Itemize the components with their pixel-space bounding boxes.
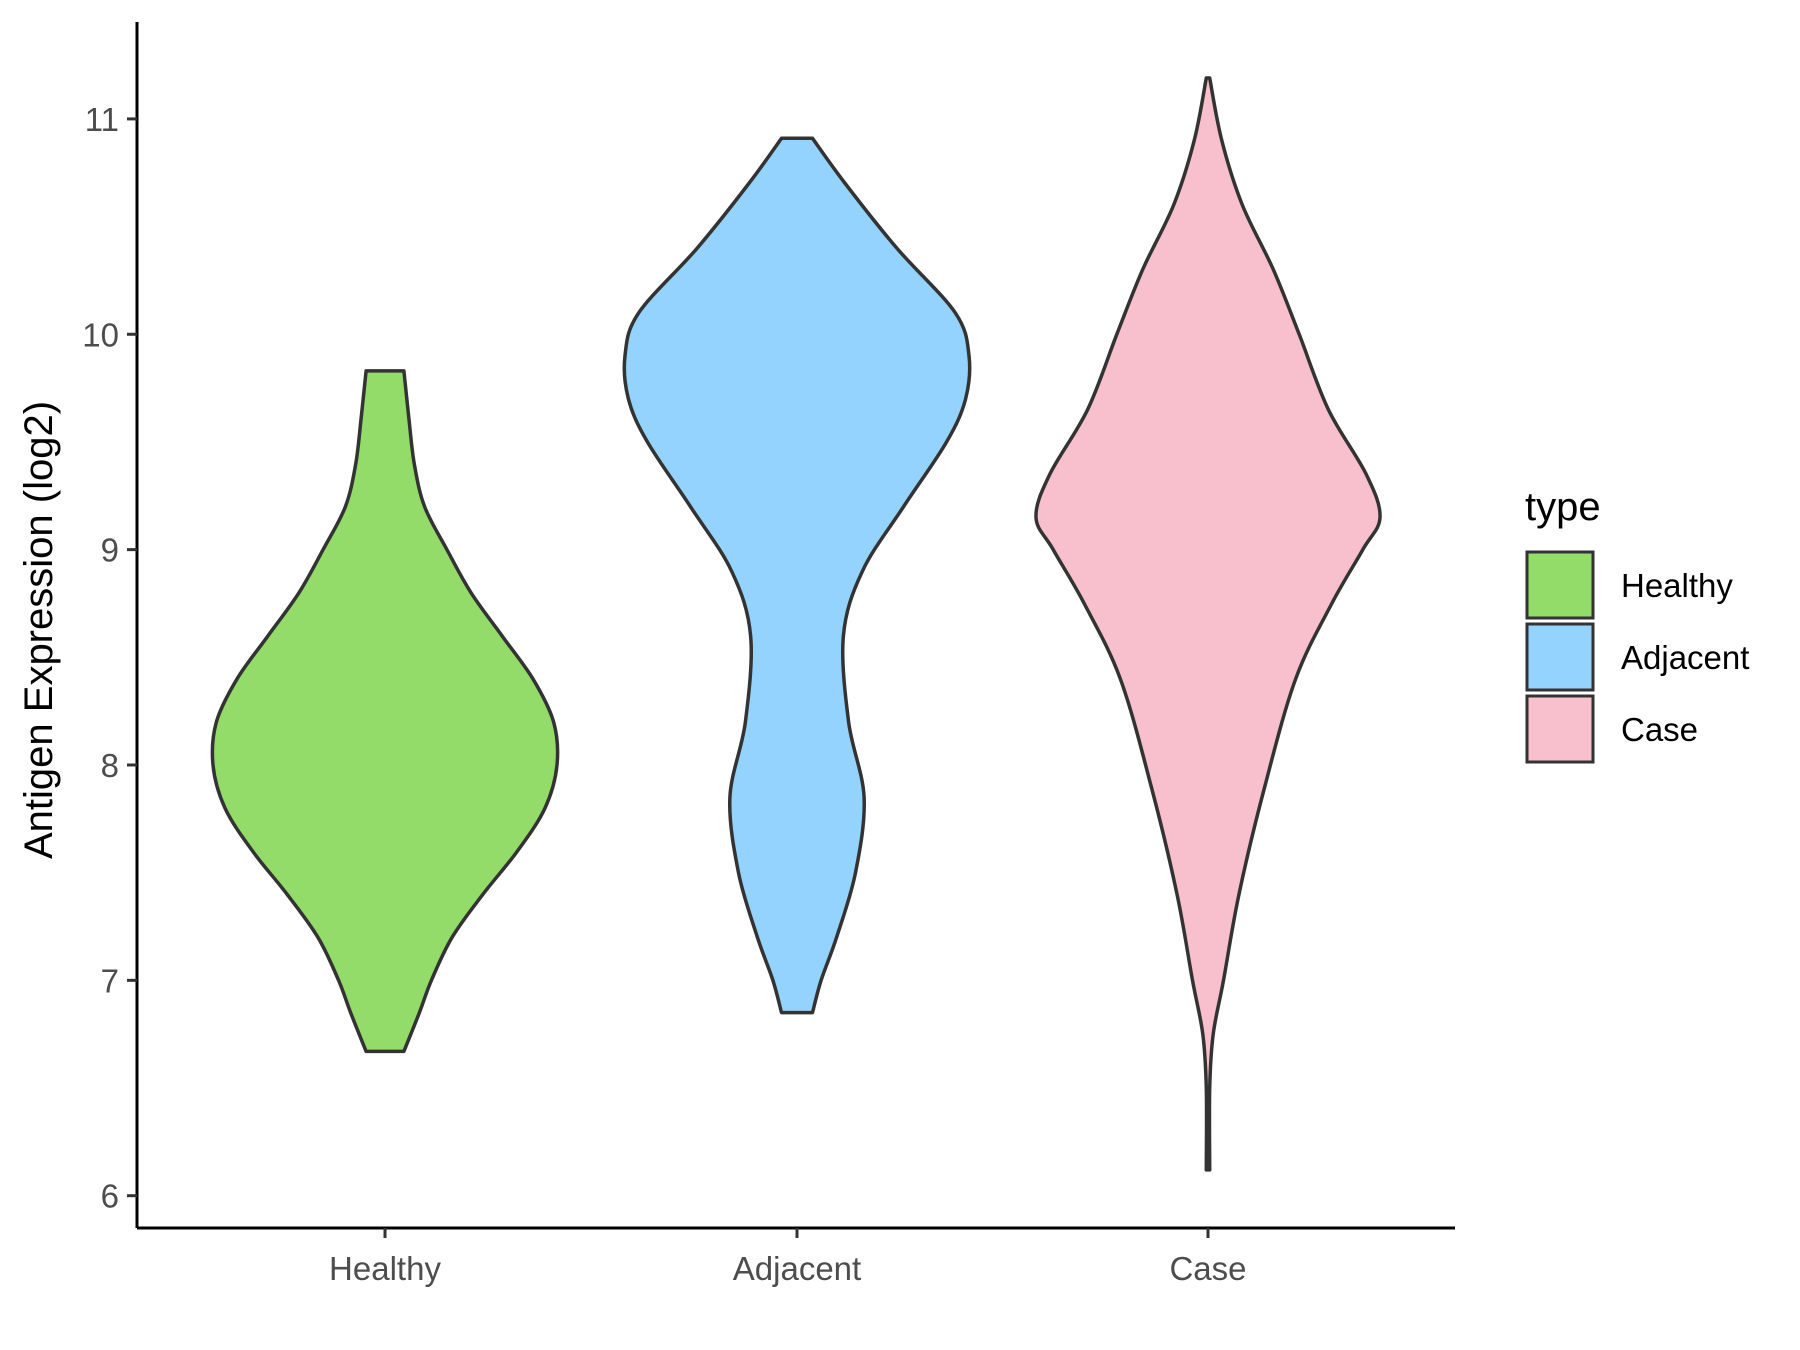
- y-tick-label: 10: [82, 316, 119, 353]
- legend-label-adjacent: Adjacent: [1621, 639, 1749, 676]
- violin-case: [1034, 76, 1382, 1172]
- violin-healthy: [210, 369, 560, 1054]
- legend-key-healthy: [1525, 550, 1595, 620]
- x-tick-label: Adjacent: [733, 1250, 861, 1287]
- x-tick-label: Healthy: [329, 1250, 441, 1287]
- legend-label-case: Case: [1621, 711, 1698, 748]
- y-tick-label: 11: [85, 101, 119, 138]
- legend-title: type: [1525, 485, 1601, 529]
- violins-layer: [210, 76, 1382, 1172]
- x-ticks: Healthy Adjacent Case: [329, 1228, 1247, 1287]
- legend-key-case: [1525, 694, 1595, 764]
- legend-items: Healthy Adjacent Case: [1525, 550, 1749, 764]
- y-axis-title: Antigen Expression (log2): [17, 401, 61, 859]
- legend-label-healthy: Healthy: [1621, 567, 1733, 604]
- violin-adjacent: [622, 136, 972, 1015]
- y-ticks: 6 7 8 9 10 11: [82, 101, 137, 1215]
- x-tick-label: Case: [1169, 1250, 1246, 1287]
- legend-key-adjacent: [1525, 622, 1595, 692]
- y-tick-label: 8: [101, 747, 119, 784]
- legend: type Healthy Adjacent Case: [1525, 485, 1749, 764]
- y-tick-label: 7: [101, 962, 119, 999]
- y-tick-label: 9: [101, 532, 119, 569]
- y-tick-label: 6: [101, 1178, 119, 1215]
